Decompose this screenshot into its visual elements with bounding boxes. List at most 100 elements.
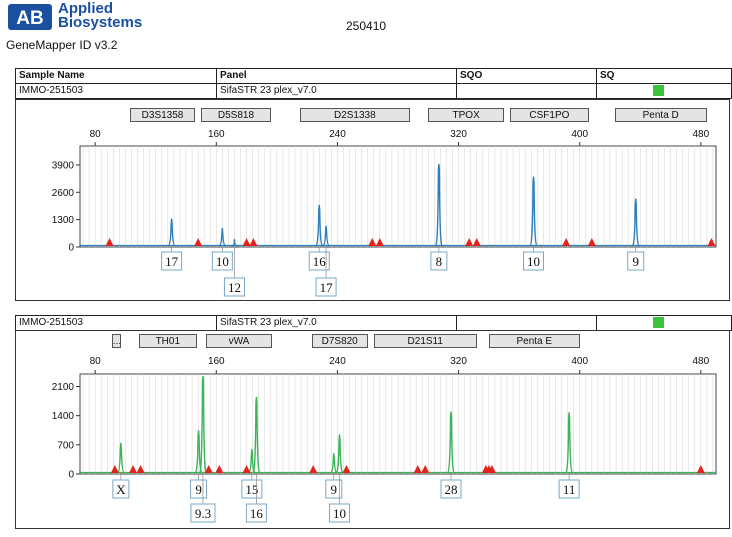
bin-marker xyxy=(368,238,377,246)
bin-marker xyxy=(136,465,145,473)
locus-label[interactable]: ... xyxy=(111,334,122,348)
col-sq: SQ xyxy=(596,69,731,83)
locus-label[interactable]: Penta D xyxy=(614,108,707,122)
allele-call-label: 10 xyxy=(527,254,540,269)
allele-peak xyxy=(529,176,538,247)
y-tick-label: 0 xyxy=(68,470,74,481)
col-sqo: SQO xyxy=(456,69,596,83)
bin-marker xyxy=(204,465,213,473)
allele-peak xyxy=(117,442,125,474)
sqo-cell xyxy=(456,316,596,330)
bin-marker xyxy=(242,465,251,473)
allele-call-label: 17 xyxy=(165,254,179,269)
y-tick-label: 3900 xyxy=(52,160,75,171)
sq-cell xyxy=(596,316,731,330)
sq-status-indicator xyxy=(653,85,664,96)
locus-label[interactable]: D21S11 xyxy=(373,334,477,348)
allele-call-label: X xyxy=(116,482,126,497)
locus-label[interactable]: D5S818 xyxy=(201,108,271,122)
y-tick-label: 2600 xyxy=(52,188,75,199)
allele-call-label: 9 xyxy=(632,254,639,269)
allele-call-label: 8 xyxy=(436,254,443,269)
x-tick-label: 320 xyxy=(450,356,467,367)
allele-call-box xyxy=(430,251,448,271)
allele-peak xyxy=(631,198,640,247)
sqo-cell xyxy=(456,84,596,98)
x-tick-label: 480 xyxy=(693,356,710,367)
allele-call-label: 15 xyxy=(245,482,258,497)
sq-status-indicator xyxy=(653,317,664,328)
allele-peak xyxy=(168,218,176,247)
allele-peak xyxy=(330,453,338,474)
bin-marker xyxy=(242,238,251,246)
allele-call-box xyxy=(315,277,337,297)
x-tick-label: 80 xyxy=(90,356,102,367)
locus-label[interactable]: CSF1PO xyxy=(510,108,589,122)
locus-label[interactable]: D3S1358 xyxy=(129,108,196,122)
brand-line-1: Applied xyxy=(58,0,113,17)
x-tick-label: 80 xyxy=(90,129,102,140)
col-panel: Panel xyxy=(216,69,456,83)
allele-call-box xyxy=(325,479,343,499)
locus-label[interactable]: TH01 xyxy=(139,334,197,348)
allele-call-label: 9.3 xyxy=(195,506,211,521)
bin-marker xyxy=(421,465,430,473)
allele-call-box xyxy=(112,479,130,499)
allele-call-label: 28 xyxy=(445,482,458,497)
bin-marker xyxy=(465,238,474,246)
allele-call-label: 17 xyxy=(320,280,334,295)
bin-marker xyxy=(375,238,384,246)
bin-marker xyxy=(696,465,705,473)
allele-call-box xyxy=(523,251,545,271)
locus-label[interactable]: TPOX xyxy=(428,108,504,122)
allele-call-label: 16 xyxy=(313,254,327,269)
allele-peak xyxy=(199,376,207,474)
allele-call-label: 9 xyxy=(195,482,202,497)
locus-label[interactable]: D2S1338 xyxy=(299,108,411,122)
sq-cell xyxy=(596,84,731,98)
run-id: 250410 xyxy=(346,19,387,33)
x-tick-label: 320 xyxy=(450,129,467,140)
bin-marker xyxy=(413,465,422,473)
x-tick-label: 400 xyxy=(571,356,588,367)
bin-marker xyxy=(105,238,114,246)
locus-label[interactable]: Penta E xyxy=(488,334,580,348)
bin-marker xyxy=(587,238,596,246)
allele-call-box xyxy=(223,277,245,297)
allele-call-box xyxy=(161,251,183,271)
y-tick-label: 1300 xyxy=(52,215,75,226)
allele-call-label: 16 xyxy=(250,506,264,521)
bin-marker xyxy=(707,238,716,246)
brand-name: Applied Biosystems xyxy=(58,0,142,30)
blue-panel-frame xyxy=(15,99,730,301)
allele-call-box xyxy=(558,479,580,499)
allele-call-box xyxy=(329,503,351,523)
allele-call-box xyxy=(241,479,263,499)
x-tick-label: 160 xyxy=(208,356,225,367)
allele-call-box xyxy=(245,503,267,523)
allele-peak xyxy=(231,238,238,247)
sample-name-cell: IMMO-251503 xyxy=(19,85,83,96)
allele-peak xyxy=(447,411,455,474)
bin-marker xyxy=(129,465,137,473)
allele-peak xyxy=(434,163,443,247)
locus-label[interactable]: D7S820 xyxy=(311,334,368,348)
allele-call-box xyxy=(440,479,462,499)
y-tick-label: 2100 xyxy=(52,382,75,393)
x-tick-label: 240 xyxy=(329,129,346,140)
svg-text:AB: AB xyxy=(16,8,43,29)
software-version: GeneMapper ID v3.2 xyxy=(6,38,118,52)
allele-call-box xyxy=(308,251,330,271)
locus-label[interactable]: vWA xyxy=(205,334,273,348)
allele-call-label: 11 xyxy=(563,482,576,497)
x-tick-label: 240 xyxy=(329,356,346,367)
allele-peak xyxy=(335,434,344,474)
bin-marker xyxy=(110,465,119,473)
allele-peak xyxy=(315,204,324,247)
allele-peak xyxy=(565,412,574,474)
sample-name-cell: IMMO-251503 xyxy=(19,317,83,328)
allele-call-label: 10 xyxy=(216,254,229,269)
panel-cell: SifaSTR 23 plex_v7.0 xyxy=(216,84,456,98)
y-tick-label: 1400 xyxy=(52,411,75,422)
